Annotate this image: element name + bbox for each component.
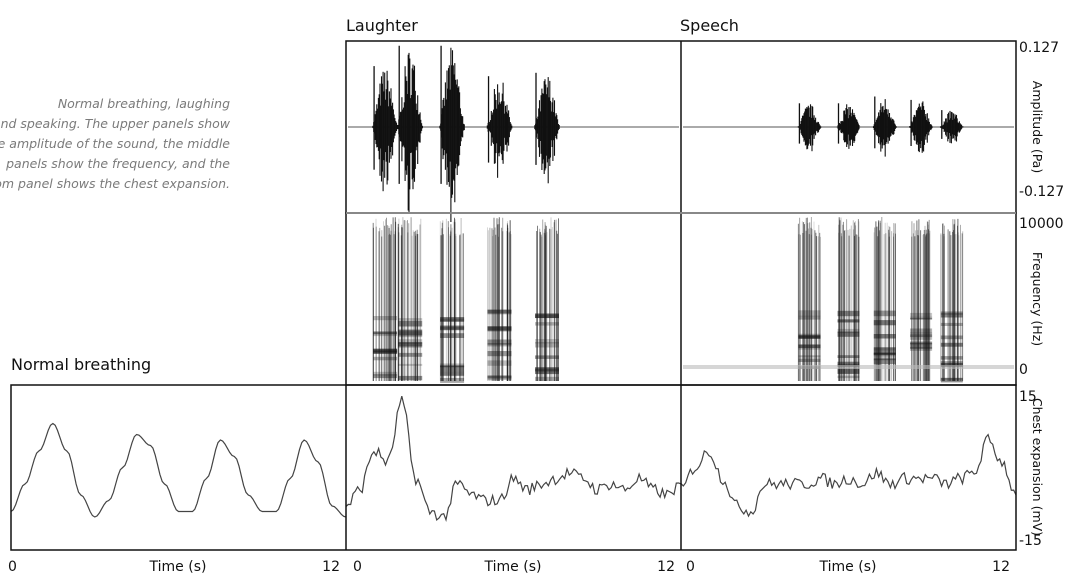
amplitude-burst-laughter [372, 66, 398, 192]
spectrogram-band-speech [873, 217, 896, 381]
laughter-title: Laughter [346, 16, 418, 35]
amplitude-burst-laughter [439, 45, 465, 222]
speech-title: Speech [680, 16, 739, 35]
caption-line: bottom panel shows the chest expansion. [0, 176, 230, 191]
amplitude-burst-speech [797, 103, 822, 152]
spectrogram-layer [372, 217, 1014, 383]
amp-top-tick: 0.127 [1019, 40, 1059, 56]
x-axis-label: Time (s) [819, 559, 877, 575]
spectrogram-band-speech [910, 219, 933, 381]
spectrogram-band-laughter [372, 217, 398, 381]
x-tick-end: 12 [657, 559, 675, 575]
spectrogram-band-speech [797, 217, 821, 381]
freq-top-tick: 10000 [1019, 216, 1064, 232]
frequency-axis-label: Frequency (Hz) [1030, 252, 1045, 346]
chest-series-speech [680, 433, 1017, 518]
x-tick-start: 0 [353, 559, 362, 575]
chest-series-normal-breathing [10, 422, 347, 518]
spectrogram-noise-speech [683, 365, 1014, 369]
amplitude-burst-laughter [486, 76, 513, 178]
spectrogram-band-laughter [487, 217, 512, 381]
amplitude-burst-laughter [534, 72, 560, 184]
freq-bottom-tick: 0 [1019, 362, 1028, 378]
caption-line: the amplitude of the sound, the middle [0, 136, 230, 151]
spectrogram-band-speech [837, 217, 860, 381]
amplitude-axis-label: Amplitude (Pa) [1030, 81, 1045, 173]
amplitude-burst-speech [872, 96, 897, 157]
amplitude-burst-speech [836, 103, 861, 149]
panel-frames [10, 40, 1017, 551]
chest-top-tick: 15 [1019, 389, 1037, 405]
amplitude-burst-laughter [397, 45, 423, 214]
spectrogram-band-laughter [439, 217, 465, 383]
amplitude-layer [348, 45, 1014, 222]
amp-bottom-tick: -0.127 [1019, 184, 1064, 200]
amplitude-burst-speech [909, 99, 933, 153]
caption-line: panels show the frequency, and the [6, 156, 230, 171]
spectrogram-band-speech [940, 218, 964, 383]
chest-frame [10, 384, 1017, 551]
chest-series-laughter [345, 395, 682, 522]
caption-line: and speaking. The upper panels show [0, 116, 230, 131]
spectrogram-band-laughter [535, 217, 559, 381]
chest-bottom-tick: -15 [1019, 533, 1042, 549]
x-axis-label: Time (s) [484, 559, 542, 575]
chest-axis-label: Chest expansion (mV) [1030, 398, 1045, 536]
x-axis-label: Time (s) [149, 559, 207, 575]
normal-breathing-title: Normal breathing [11, 355, 152, 374]
chest-layer [10, 395, 1017, 522]
caption-line: Normal breathing, laughing [57, 96, 230, 111]
x-tick-start: 0 [8, 559, 17, 575]
spectrogram-band-laughter [397, 217, 423, 381]
x-tick-start: 0 [686, 559, 695, 575]
x-tick-end: 12 [992, 559, 1010, 575]
x-tick-end: 12 [322, 559, 340, 575]
amplitude-burst-speech [939, 110, 964, 144]
